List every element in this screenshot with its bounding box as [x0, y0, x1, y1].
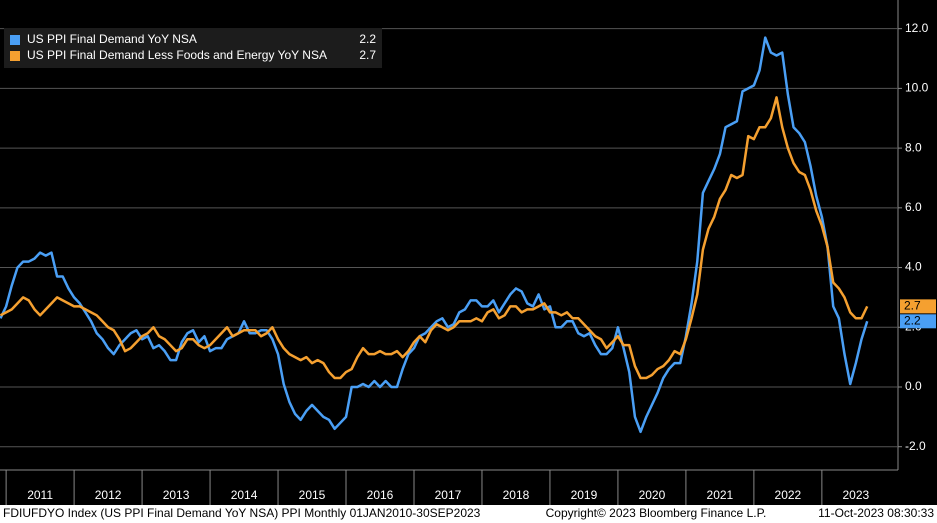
legend-swatch [10, 35, 20, 45]
y-tick-label: 4.0 [905, 260, 922, 274]
y-tick-label: 8.0 [905, 140, 922, 154]
x-tick-label: 2022 [775, 488, 802, 502]
x-tick-label: 2014 [231, 488, 258, 502]
series-line [0, 36, 869, 434]
legend-label: US PPI Final Demand Less Foods and Energ… [27, 48, 327, 62]
legend: US PPI Final Demand YoY NSA 2.2 US PPI Fin… [4, 28, 382, 68]
footer-source: FDIUFDYO Index (US PPI Final Demand YoY … [3, 506, 481, 520]
legend-value: 2.7 [359, 48, 376, 62]
legend-box [4, 28, 382, 68]
x-tick-label: 2021 [707, 488, 734, 502]
y-tick-label: 6.0 [905, 200, 922, 214]
last-value-tag [900, 299, 936, 314]
last-value-tag [900, 314, 936, 329]
x-tick-label: 2019 [571, 488, 598, 502]
lines [0, 36, 869, 434]
series-line [0, 96, 869, 380]
footer-strip [0, 505, 937, 523]
x-tick-label: 2011 [27, 488, 53, 502]
x-tick-label: 2016 [367, 488, 394, 502]
legend-value: 2.2 [359, 32, 376, 46]
x-tick-label: 2015 [299, 488, 326, 502]
last-value-tag-label: 2.7 [904, 299, 921, 313]
y-tick-label: -2.0 [905, 439, 926, 453]
x-tick-label: 2013 [163, 488, 190, 502]
x-tick-label: 2012 [95, 488, 122, 502]
x-tick-label: 2023 [843, 488, 870, 502]
x-tick-label: 2018 [503, 488, 530, 502]
y-tick-label: 10.0 [905, 81, 929, 95]
x-tick-label: 2017 [435, 488, 462, 502]
footer-timestamp: 11-Oct-2023 08:30:33 [818, 506, 934, 520]
y-tick-label: 0.0 [905, 379, 922, 393]
x-tick-label: 2020 [639, 488, 666, 502]
last-value-tag-label: 2.2 [904, 313, 921, 327]
y-tick-label: 12.0 [905, 21, 929, 35]
legend-label: US PPI Final Demand YoY NSA [27, 32, 197, 46]
legend-swatch [10, 51, 20, 61]
footer-copyright: Copyright© 2023 Bloomberg Finance L.P. [546, 506, 767, 520]
